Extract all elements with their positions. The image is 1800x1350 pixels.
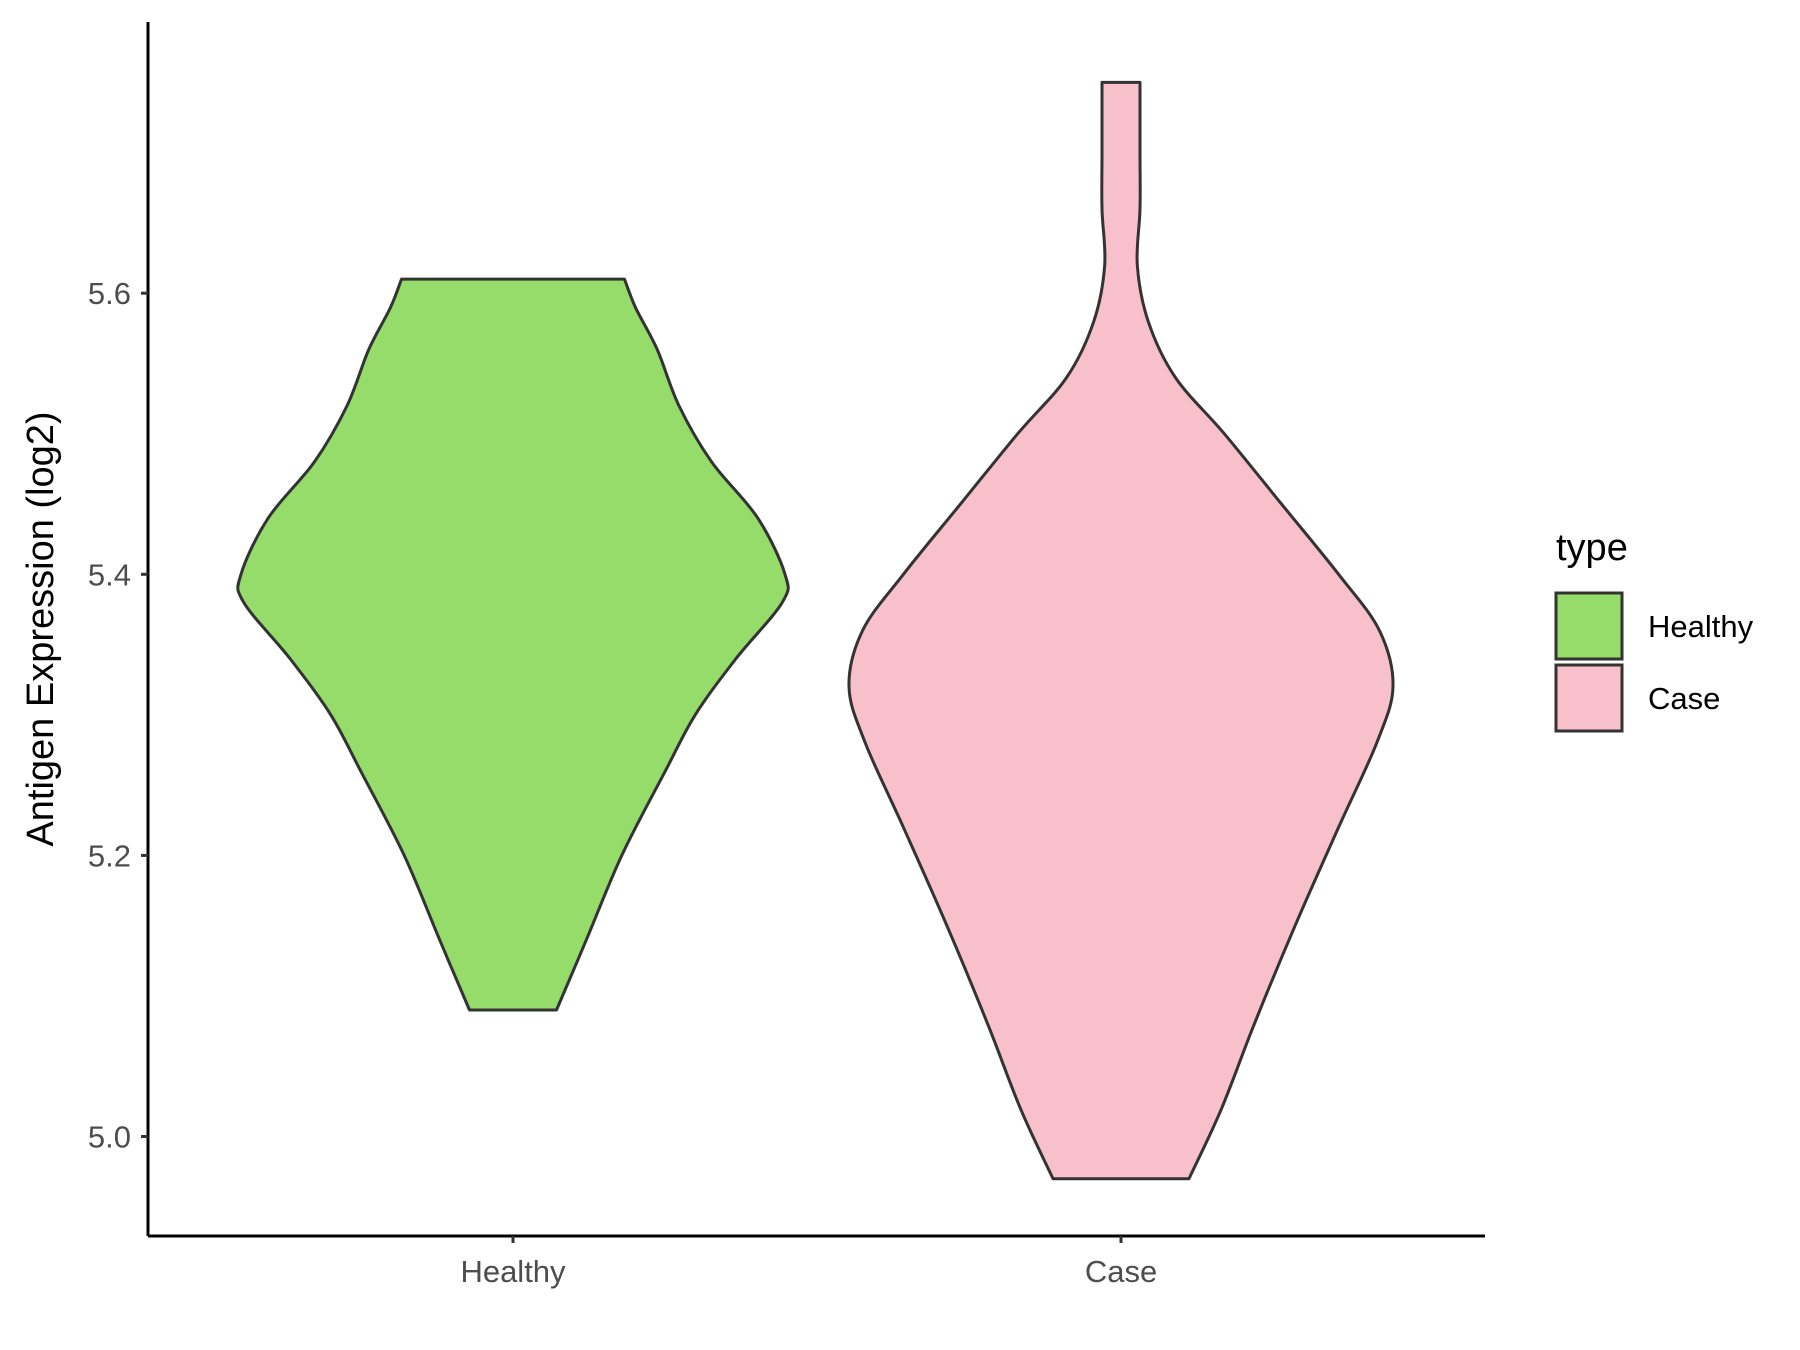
violin-case	[847, 80, 1395, 1181]
y-tick-label: 5.4	[88, 557, 131, 592]
violin-healthy	[236, 277, 790, 1012]
violin-layer	[236, 80, 1395, 1181]
x-tick-label: Case	[1085, 1254, 1157, 1289]
legend-items: Healthy Case	[1554, 591, 1754, 733]
legend-label-case: Case	[1648, 681, 1720, 716]
legend: type Healthy Case	[1554, 527, 1754, 733]
y-tick-label: 5.2	[88, 838, 131, 873]
y-axis-ticks: 5.0 5.2 5.4 5.6	[88, 276, 148, 1155]
legend-title: type	[1556, 527, 1628, 569]
legend-swatch-healthy	[1554, 591, 1624, 661]
y-tick-label: 5.0	[88, 1120, 131, 1155]
y-axis-title: Antigen Expression (log2)	[20, 411, 62, 846]
x-tick-label: Healthy	[460, 1254, 566, 1289]
y-tick-label: 5.6	[88, 276, 131, 311]
legend-swatch-case	[1554, 663, 1624, 733]
x-axis-ticks: Healthy Case	[460, 1236, 1157, 1289]
legend-label-healthy: Healthy	[1648, 609, 1754, 644]
